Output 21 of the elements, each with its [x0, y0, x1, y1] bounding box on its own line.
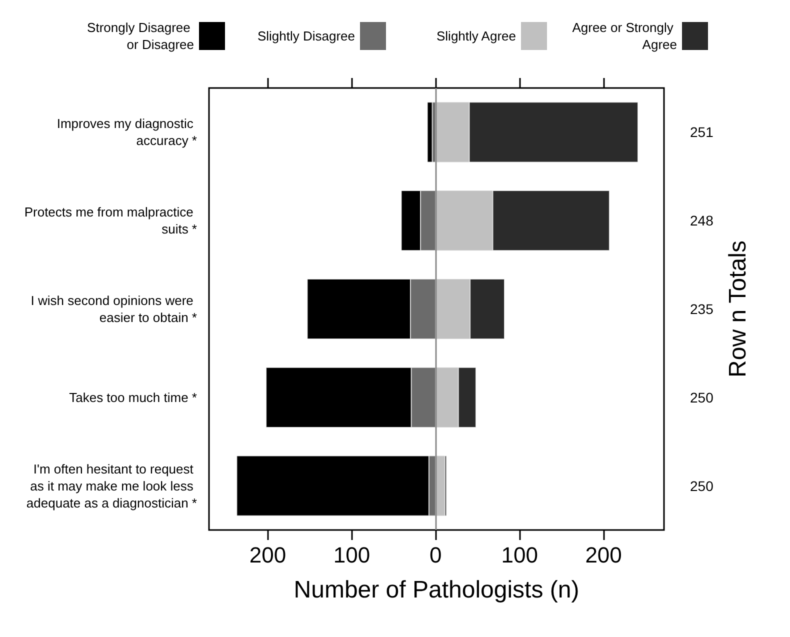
- y-tick-label: I'm often hesitant to request as it may make me look less adequate as a diagnostician *: [26, 461, 197, 510]
- y-tick-label: Protects me from malpractice suits *: [24, 204, 197, 237]
- text: 235: [690, 301, 714, 317]
- text: 251: [690, 124, 714, 140]
- x-tick-label: 200: [249, 542, 286, 568]
- x-tick-label: 200: [585, 542, 622, 568]
- legend-label: Agree or Strongly Agree: [572, 20, 677, 52]
- x-tick-label: 100: [501, 542, 538, 568]
- y2-axis-title: Row n Totals: [724, 240, 752, 378]
- legend-label: Strongly Disagree or Disagree: [87, 20, 194, 52]
- x-tick-label: 100: [333, 542, 370, 568]
- text: 250: [690, 478, 714, 494]
- y-tick-label: Takes too much time *: [69, 390, 197, 405]
- text: 248: [690, 212, 714, 229]
- legend-label: Slightly Agree: [436, 28, 516, 44]
- legend-label: Slightly Disagree: [257, 28, 355, 44]
- y-tick-label: Improves my diagnostic accuracy *: [56, 116, 197, 148]
- text: 250: [690, 389, 714, 406]
- x-axis-title: Number of Pathologists (n): [294, 576, 580, 604]
- x-tick-label: 0: [430, 542, 442, 568]
- y-tick-label: I wish second opinions were easier to obtain *: [30, 293, 197, 325]
